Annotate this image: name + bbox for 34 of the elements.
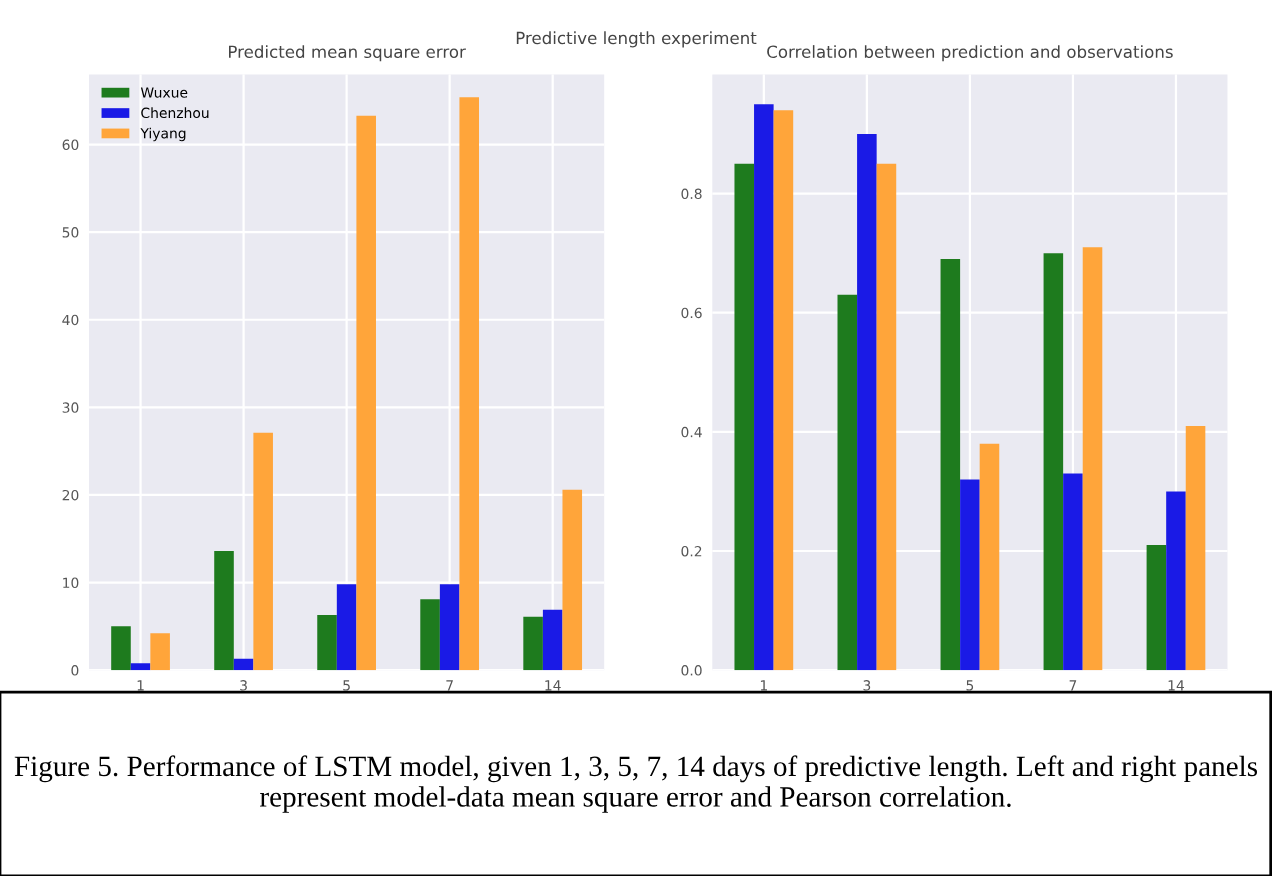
bar	[542, 609, 563, 671]
chart-title: Predicted mean square error	[229, 45, 466, 62]
bar	[960, 479, 980, 671]
bar	[562, 489, 583, 671]
bar	[876, 163, 897, 671]
bar	[439, 584, 460, 671]
bar	[130, 663, 151, 671]
bar	[420, 599, 440, 671]
bar	[940, 259, 961, 671]
bar	[214, 551, 234, 671]
bar	[1043, 253, 1064, 671]
bar	[111, 626, 131, 671]
bar	[336, 584, 357, 671]
bar	[356, 115, 376, 671]
bar	[1063, 473, 1083, 671]
bar	[317, 614, 337, 671]
bar	[253, 432, 273, 671]
bar	[979, 443, 1000, 671]
bar	[459, 97, 480, 671]
bar	[773, 110, 794, 671]
bar	[1185, 425, 1206, 671]
bar	[1082, 247, 1103, 671]
bar	[1166, 491, 1186, 671]
chart-title: Correlation between prediction and observations	[767, 45, 1173, 62]
bar	[857, 134, 877, 671]
caption: Figure 5. Performance of LSTM model, given 1, 3, 5, 7, 14 days of predictive length. Left and right panels represent model-data mean square error and Pearson correlation.	[14, 755, 1258, 813]
bar	[150, 633, 170, 671]
bar	[734, 163, 755, 671]
bar	[754, 104, 774, 671]
text: Predictive length experiment	[516, 31, 757, 48]
bar	[523, 616, 543, 671]
bar	[1146, 545, 1167, 671]
bar	[233, 658, 254, 671]
bar	[837, 294, 858, 671]
